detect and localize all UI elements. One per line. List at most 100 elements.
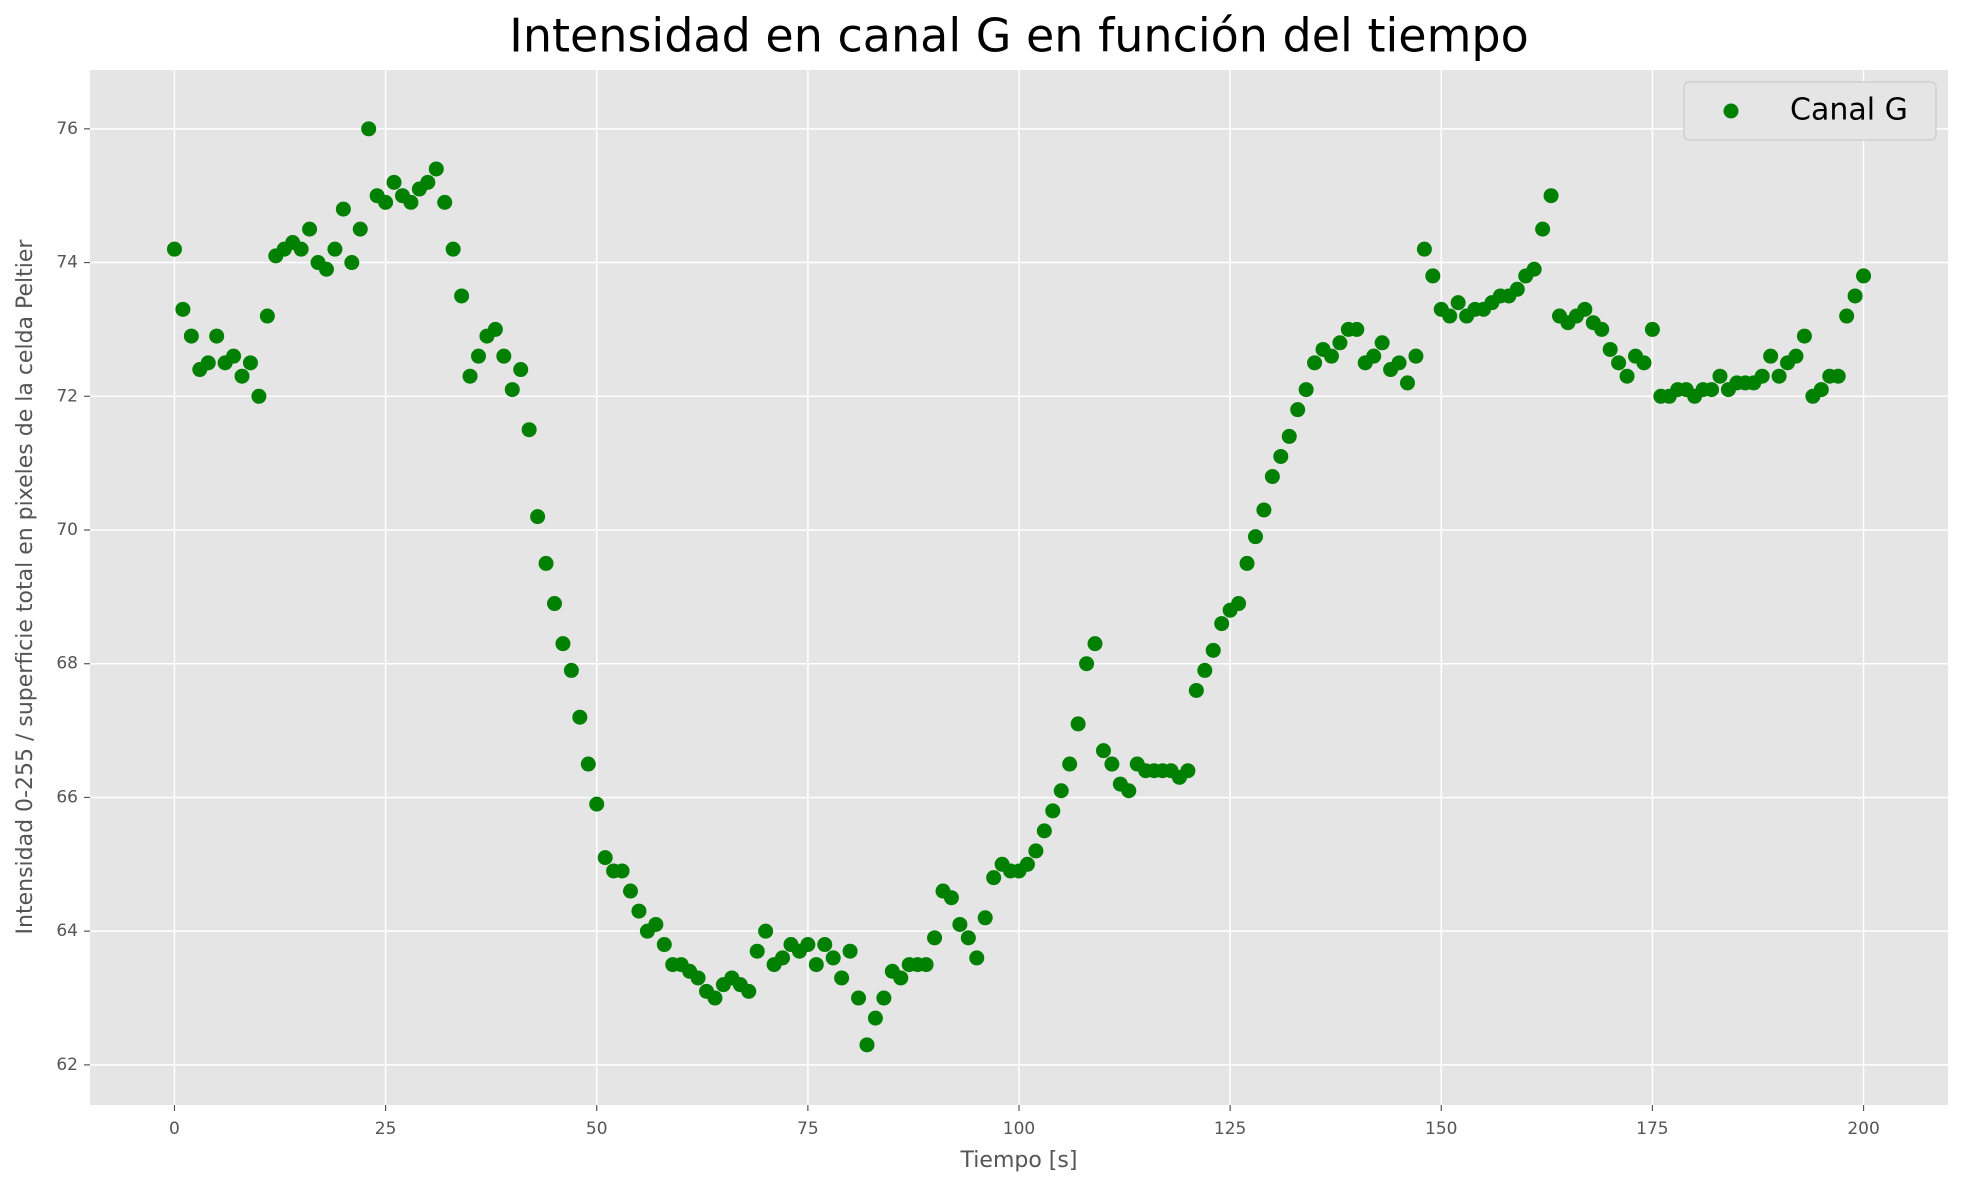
point: [960, 930, 976, 946]
point: [563, 662, 579, 678]
point: [251, 388, 267, 404]
point: [1644, 321, 1660, 337]
point: [859, 1037, 875, 1053]
point: [234, 368, 250, 384]
point: [775, 950, 791, 966]
point: [1095, 743, 1111, 759]
y-tick-label: 72: [56, 386, 78, 406]
point: [487, 321, 503, 337]
point: [1442, 308, 1458, 324]
point: [1197, 662, 1213, 678]
y-tick-label: 76: [56, 119, 78, 139]
x-tick-label: 175: [1636, 1119, 1668, 1139]
point: [1754, 368, 1770, 384]
point: [293, 241, 309, 257]
point: [1788, 348, 1804, 364]
point: [893, 970, 909, 986]
point: [361, 121, 377, 137]
point: [1231, 596, 1247, 612]
x-tick-label: 150: [1425, 1119, 1457, 1139]
x-tick-label: 50: [586, 1119, 608, 1139]
point: [758, 923, 774, 939]
point: [867, 1010, 883, 1026]
point: [470, 348, 486, 364]
point: [1247, 529, 1263, 545]
point: [1771, 368, 1787, 384]
point: [1028, 843, 1044, 859]
point: [1349, 321, 1365, 337]
point: [1070, 716, 1086, 732]
point: [623, 883, 639, 899]
point: [1611, 355, 1627, 371]
point: [538, 555, 554, 571]
point: [656, 937, 672, 953]
point: [1636, 355, 1652, 371]
point: [454, 288, 470, 304]
point: [445, 241, 461, 257]
point: [834, 970, 850, 986]
y-tick-label: 68: [56, 654, 78, 674]
point: [428, 161, 444, 177]
point: [1509, 281, 1525, 297]
point: [690, 970, 706, 986]
point: [851, 990, 867, 1006]
point: [166, 241, 182, 257]
y-tick-label: 64: [56, 921, 78, 941]
point: [597, 850, 613, 866]
point: [1366, 348, 1382, 364]
point: [952, 916, 968, 932]
point: [589, 796, 605, 812]
point: [572, 709, 588, 725]
point: [175, 301, 191, 317]
point: [1087, 636, 1103, 652]
point: [386, 174, 402, 190]
point: [1062, 756, 1078, 772]
point: [749, 943, 765, 959]
point: [580, 756, 596, 772]
point: [1594, 321, 1610, 337]
x-tick-label: 200: [1847, 1119, 1879, 1139]
point: [1290, 402, 1306, 418]
point: [1281, 428, 1297, 444]
point: [969, 950, 985, 966]
point: [1796, 328, 1812, 344]
point: [200, 355, 216, 371]
point: [1391, 355, 1407, 371]
point: [344, 255, 360, 271]
point: [1830, 368, 1846, 384]
point: [1214, 616, 1230, 632]
point: [986, 870, 1002, 886]
point: [226, 348, 242, 364]
chart-title: Intensidad en canal G en función del tie…: [509, 9, 1528, 63]
point: [327, 241, 343, 257]
point: [825, 950, 841, 966]
point: [1045, 803, 1061, 819]
point: [800, 937, 816, 953]
point: [1307, 355, 1323, 371]
x-tick-label: 100: [1003, 1119, 1035, 1139]
point: [555, 636, 571, 652]
point: [1104, 756, 1120, 772]
point: [318, 261, 334, 277]
grid: [90, 70, 1948, 1105]
point: [1036, 823, 1052, 839]
point: [420, 174, 436, 190]
point: [547, 596, 562, 612]
point: [1712, 368, 1728, 384]
point: [741, 983, 757, 999]
point: [1416, 241, 1432, 257]
point: [209, 328, 225, 344]
legend-label: Canal G: [1790, 93, 1908, 128]
point: [1079, 656, 1095, 672]
point: [259, 308, 275, 324]
point: [521, 422, 537, 438]
point: [1763, 348, 1779, 364]
point: [1188, 682, 1204, 698]
point: [614, 863, 630, 879]
point: [1704, 382, 1720, 398]
y-tick-label: 62: [56, 1055, 78, 1075]
point: [1323, 348, 1339, 364]
y-tick-label: 66: [56, 787, 78, 807]
point: [513, 362, 529, 378]
